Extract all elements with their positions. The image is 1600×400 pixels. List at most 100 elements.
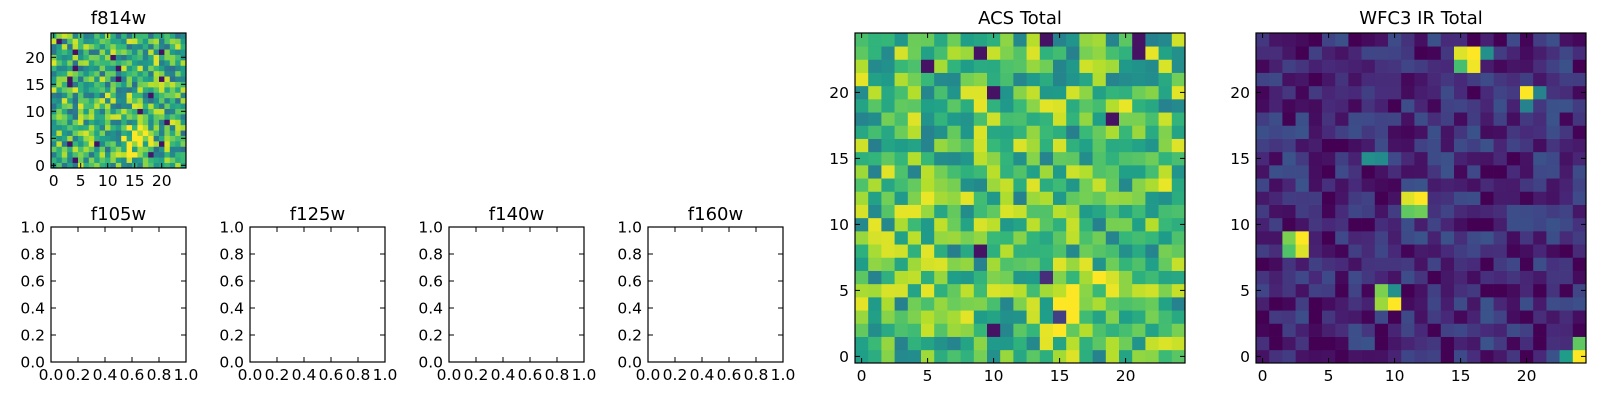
heatmap-cell bbox=[921, 151, 935, 166]
heatmap-cell bbox=[105, 124, 111, 131]
heatmap-cell bbox=[1454, 336, 1468, 351]
heatmap-cell bbox=[1533, 72, 1547, 87]
heatmap-cell bbox=[1467, 349, 1481, 364]
heatmap-cell bbox=[1493, 349, 1508, 364]
heatmap-cell bbox=[921, 349, 935, 364]
heatmap-cell bbox=[180, 92, 187, 99]
heatmap-cell bbox=[1079, 138, 1093, 153]
heatmap-cell bbox=[1361, 257, 1376, 271]
heatmap-cell bbox=[1506, 191, 1521, 205]
heatmap-cell bbox=[72, 108, 79, 115]
heatmap-cell bbox=[1440, 151, 1455, 166]
heatmap-cell bbox=[1427, 33, 1442, 47]
heatmap-cell bbox=[1533, 257, 1547, 271]
heatmap-cell bbox=[1119, 138, 1133, 153]
heatmap-cell bbox=[1414, 85, 1428, 100]
x-tick-label: 15 bbox=[1451, 367, 1471, 385]
heatmap-cell bbox=[137, 54, 144, 61]
heatmap-cell bbox=[894, 138, 909, 153]
heatmap-cell bbox=[164, 108, 171, 115]
heatmap-cell bbox=[1559, 323, 1574, 337]
heatmap-cell bbox=[61, 33, 68, 39]
heatmap-cell bbox=[1013, 112, 1027, 126]
heatmap-cell bbox=[947, 178, 961, 192]
heatmap-cell bbox=[61, 97, 68, 104]
heatmap-cell bbox=[1105, 151, 1120, 166]
heatmap-cell bbox=[1013, 349, 1027, 364]
heatmap-cell bbox=[1427, 85, 1442, 100]
heatmap-cell bbox=[1414, 231, 1428, 245]
heatmap-cell bbox=[132, 38, 138, 45]
heatmap-cell bbox=[1171, 165, 1186, 179]
heatmap-cells bbox=[1256, 33, 1587, 364]
heatmap-cell bbox=[175, 162, 181, 169]
heatmap-cell bbox=[153, 103, 160, 109]
heatmap-cell bbox=[1440, 323, 1455, 337]
heatmap-cell bbox=[88, 114, 95, 120]
heatmap-cell bbox=[175, 135, 181, 142]
heatmap-cell bbox=[1053, 112, 1067, 126]
heatmap-cell bbox=[1361, 244, 1376, 258]
heatmap-cell bbox=[51, 65, 57, 72]
heatmap-cell bbox=[907, 244, 922, 258]
heatmap-cell bbox=[1132, 270, 1146, 285]
heatmap-cell bbox=[72, 135, 79, 142]
heatmap-cell bbox=[1026, 178, 1041, 192]
heatmap-cell bbox=[1066, 112, 1080, 126]
heatmap-cell bbox=[1000, 310, 1014, 324]
heatmap-cell bbox=[1348, 112, 1362, 126]
heatmap-cell bbox=[110, 97, 117, 104]
heatmap-cell bbox=[1361, 336, 1376, 351]
heatmap-cell bbox=[1467, 231, 1481, 245]
heatmap-cell bbox=[153, 81, 160, 88]
heatmap-cell bbox=[115, 65, 122, 72]
heatmap-cell bbox=[868, 336, 882, 351]
heatmap-cell bbox=[110, 108, 117, 115]
heatmap-cell bbox=[1171, 204, 1186, 219]
heatmap-cell bbox=[142, 43, 149, 50]
heatmap-cell bbox=[115, 119, 122, 126]
heatmap-cell bbox=[180, 124, 187, 131]
heatmap-cell bbox=[153, 130, 160, 136]
heatmap-cell bbox=[88, 87, 95, 93]
y-tick-label: 0.0 bbox=[20, 354, 45, 372]
heatmap-cell bbox=[855, 336, 869, 351]
heatmap-cell bbox=[987, 310, 1001, 324]
heatmap-cell bbox=[137, 92, 144, 99]
heatmap-cell bbox=[94, 60, 100, 66]
heatmap-cell bbox=[110, 162, 117, 169]
heatmap-cell bbox=[1079, 178, 1093, 192]
heatmap-cell bbox=[126, 65, 133, 72]
heatmap-cell bbox=[1013, 99, 1027, 113]
heatmap-cell bbox=[67, 49, 73, 55]
heatmap-cell bbox=[1520, 244, 1534, 258]
panel-title: f814w bbox=[91, 8, 146, 29]
heatmap-cell bbox=[1000, 257, 1014, 271]
heatmap-cell bbox=[1467, 270, 1481, 285]
heatmap-cell bbox=[1506, 33, 1521, 47]
heatmap-cell bbox=[1053, 297, 1067, 311]
heatmap-cell bbox=[1401, 231, 1415, 245]
heatmap-cell bbox=[947, 46, 961, 60]
heatmap-cell bbox=[121, 92, 127, 99]
heatmap-cell bbox=[105, 135, 111, 142]
heatmap-cell bbox=[1572, 349, 1587, 364]
heatmap-cell bbox=[1348, 297, 1362, 311]
heatmap-cell bbox=[1066, 59, 1080, 73]
heatmap-cell bbox=[72, 114, 79, 120]
heatmap-cell bbox=[56, 130, 63, 136]
heatmap-cell bbox=[121, 70, 127, 77]
heatmap-cell bbox=[148, 49, 154, 55]
heatmap-cell bbox=[894, 59, 909, 73]
heatmap-cell bbox=[78, 130, 84, 136]
heatmap-cell bbox=[921, 231, 935, 245]
heatmap-cell bbox=[1026, 191, 1041, 205]
heatmap-cell bbox=[1158, 297, 1173, 311]
heatmap-cell bbox=[1105, 310, 1120, 324]
heatmap-cell bbox=[142, 81, 149, 88]
heatmap-cell bbox=[1132, 349, 1146, 364]
heatmap-cell bbox=[1533, 270, 1547, 285]
heatmap-cell bbox=[1026, 270, 1041, 285]
heatmap-cell bbox=[148, 97, 154, 104]
